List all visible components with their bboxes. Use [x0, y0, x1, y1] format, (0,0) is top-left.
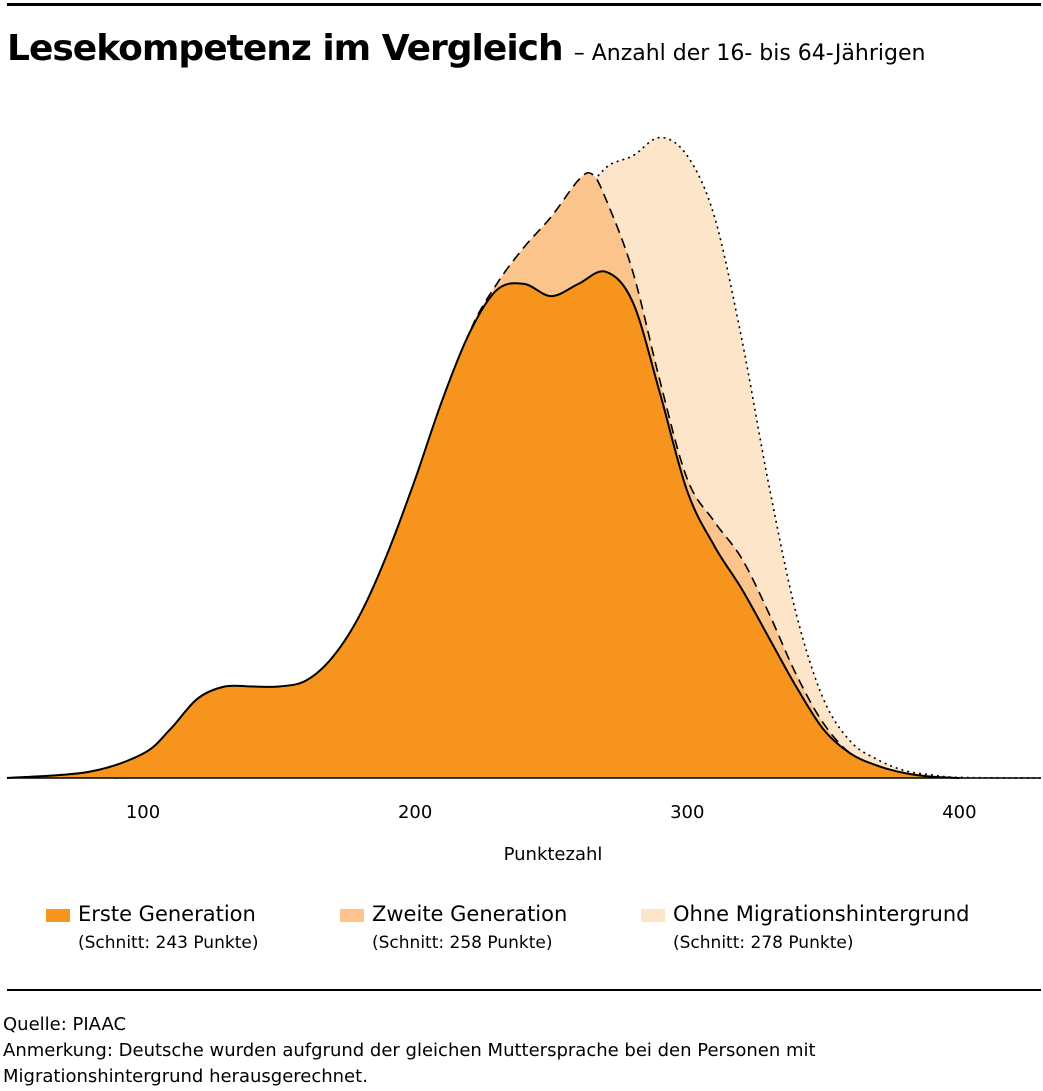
legend-note: (Schnitt: 278 Punkte)	[673, 933, 854, 953]
source-text: Quelle: PIAAC	[3, 1014, 127, 1035]
title-row: Lesekompetenz im Vergleich – Anzahl der …	[7, 28, 925, 69]
chart-title: Lesekompetenz im Vergleich	[7, 28, 564, 69]
top-rule	[7, 3, 1041, 6]
note-text-line-2: Migrationshintergrund herausgerechnet.	[3, 1066, 368, 1087]
x-tick-label: 400	[942, 802, 976, 823]
legend-label: Erste Generation	[78, 902, 256, 926]
legend-swatch	[340, 909, 364, 922]
chart-areas	[6, 136, 1042, 779]
x-axis-ticks: 100 200 300 400	[126, 802, 977, 823]
x-tick-label: 100	[126, 802, 160, 823]
outline-erste-generation	[6, 270, 960, 779]
outline-ohne-migrationshintergrund	[115, 136, 1042, 779]
legend-label: Zweite Generation	[372, 902, 568, 926]
footer: Quelle: PIAAC Anmerkung: Deutsche wurden…	[3, 1012, 816, 1090]
x-tick-label: 300	[670, 802, 704, 823]
x-axis-label: Punktezahl	[504, 844, 603, 865]
x-tick-label: 200	[398, 802, 432, 823]
legend-note: (Schnitt: 243 Punkte)	[78, 933, 259, 953]
chart-subtitle: – Anzahl der 16- bis 64-Jährigen	[573, 41, 926, 66]
legend-note: (Schnitt: 258 Punkte)	[372, 933, 553, 953]
legend-swatch	[46, 909, 70, 922]
note-text-line-1: Anmerkung: Deutsche wurden aufgrund der …	[3, 1040, 816, 1061]
area-erste-generation	[7, 271, 960, 778]
bottom-rule	[7, 989, 1041, 991]
legend-label: Ohne Migrationshintergrund	[673, 902, 970, 926]
legend-swatch	[641, 909, 665, 922]
density-chart: 100 200 300 400 Punktezahl	[6, 136, 1042, 865]
